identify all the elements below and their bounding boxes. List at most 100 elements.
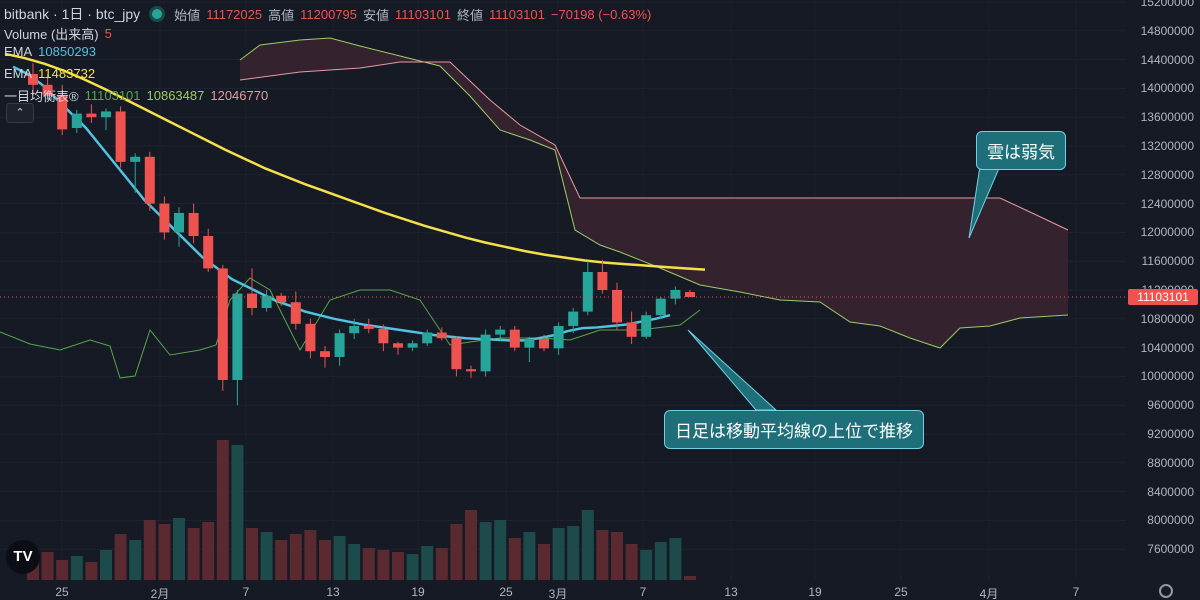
price-tick: 13600000 [1140,110,1194,125]
collapse-legend-button[interactable]: ⌃ [6,103,34,123]
price-tick: 10400000 [1140,340,1194,355]
ema-fast-label: EMA [4,44,33,59]
ema-fast-legend[interactable]: EMA 10850293 [4,44,96,59]
volume-legend[interactable]: Volume (出来高) 5 [4,24,112,43]
volume-bar [41,552,54,580]
price-tick: 14400000 [1140,52,1194,67]
volume-bar [435,548,448,580]
cloud-area [240,38,1068,348]
candle-body [568,311,579,326]
price-tick: 11600000 [1141,254,1195,269]
ohlc-legend: bitbank · 1日 · btc_jpy 始値 11172025 高値 1120… [4,4,651,24]
candle-body [466,369,476,372]
candle-body [553,326,564,349]
candle-body [203,236,214,269]
volume-bar [114,534,127,580]
symbol-title[interactable]: bitbank · 1日 · btc_jpy [4,6,141,22]
ichimoku-cloud [239,37,1069,349]
volume-bar [231,445,244,580]
volume-bar [100,550,112,580]
high-label: 高値 [268,7,295,23]
price-tick: 13200000 [1140,139,1194,153]
candle-body [334,333,345,357]
volume-bar [465,510,477,580]
candle-body [451,338,462,370]
volume-bar [202,522,215,580]
time-tick: 2月 [150,587,170,600]
price-tick: 8400000 [1147,484,1194,499]
ema-slow-legend[interactable]: EMA 11483732 [4,66,95,81]
ichimoku-legend[interactable]: 一目均衡表® 11103101 10863487 12046770 [4,86,268,105]
volume-bar [640,550,653,580]
close-value: 11103101 [488,6,545,22]
high-value: 11200795 [300,6,357,22]
price-tick: 8000000 [1147,513,1194,528]
candle-body [42,84,53,96]
price-tick: 8800000 [1147,455,1194,470]
price-tick: 14000000 [1140,81,1194,96]
volume-bar [362,548,375,580]
volume-bar [187,528,200,580]
eye-icon[interactable] [152,9,163,19]
volume-bar [143,520,156,580]
candle-body [641,315,652,337]
candle-body [612,290,622,323]
volume-bar [684,576,696,580]
candle-body [261,295,272,308]
time-tick: 25 [499,585,513,599]
volume-bar [173,518,185,580]
price-tick: 15200000 [1140,0,1194,9]
candle-body [407,343,418,348]
candles[interactable] [28,63,695,406]
candle-body [57,95,68,130]
volume-bar [479,522,492,580]
volume-bar [669,538,682,580]
gear-icon[interactable] [1159,584,1173,598]
time-tick: 19 [411,585,425,599]
candle-body [626,322,637,337]
price-tick: 7600000 [1147,542,1194,557]
volume-value: 5 [104,26,112,41]
candle-body [582,272,593,312]
volume-bar [654,542,667,580]
candle-body [436,332,447,339]
candle-body [290,302,301,324]
ema-slow-line [4,52,706,271]
cloud-callout: 雲は弱気 [976,131,1066,170]
volume-bar [567,526,580,580]
ichimoku-value-3: 12046770 [210,88,269,103]
candle-body [509,329,520,348]
price-tick: 10800000 [1140,311,1194,326]
tradingview-logo-icon[interactable]: TV [6,540,40,574]
volume-bar [611,532,623,580]
candle-body [232,293,243,380]
change-value: −70198 (−0.63%) [550,6,652,22]
time-tick: 13 [326,585,340,599]
candle-body [28,74,38,85]
candle-body [670,290,681,299]
candle-body [422,332,433,344]
time-tick: 13 [724,585,738,599]
price-tick: 12000000 [1140,225,1194,240]
candle-body [320,351,330,357]
volume-bar [289,534,302,580]
volume-bar [246,528,258,580]
volume-bar [319,540,331,580]
price-tick: 10000000 [1140,369,1194,384]
time-tick: 25 [894,585,908,599]
candle-body [393,343,403,348]
candle-body [86,113,97,118]
price-scale[interactable]: 15200000 14800000 14400000 14000000 13600000… [1126,0,1200,582]
low-value: 11103101 [395,6,451,22]
volume-bar [625,544,638,580]
volume-bar [581,510,594,580]
candle-body [144,156,155,204]
candle-body [247,293,257,308]
candle-body [71,113,82,128]
span-a-line [239,37,1069,349]
candle-callout-pointer [687,329,778,411]
open-value: 11172025 [206,6,263,22]
time-tick: 3月 [548,587,568,600]
